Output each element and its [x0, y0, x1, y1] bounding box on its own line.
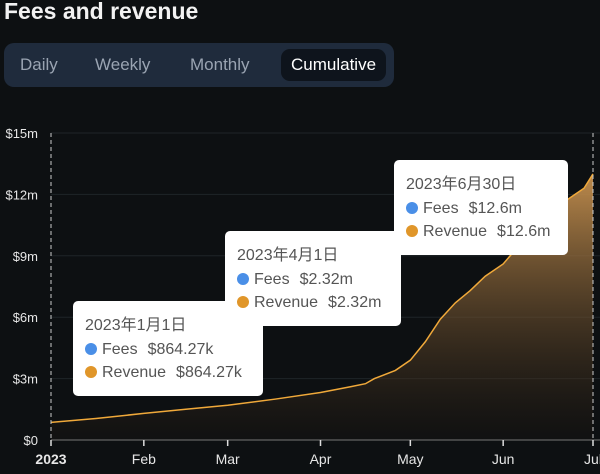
revenue-dot-icon: [237, 296, 249, 308]
tooltip-apr: 2023年4月1日 Fees $2.32m Revenue $2.32m: [225, 231, 401, 326]
x-tick-label: Mar: [216, 451, 240, 467]
x-tick-label: 2023: [35, 451, 66, 467]
x-tick-label: May: [397, 451, 423, 467]
revenue-dot-icon: [85, 366, 97, 378]
y-tick-label: $0: [24, 433, 38, 448]
revenue-label: Revenue: [102, 364, 167, 381]
fees-label: Fees: [423, 200, 459, 217]
fees-value: $2.32m: [299, 271, 353, 288]
revenue-value: $2.32m: [328, 294, 382, 311]
revenue-value: $864.27k: [176, 364, 242, 381]
revenue-area: [51, 173, 593, 440]
tab-cumulative[interactable]: Cumulative: [281, 49, 387, 81]
fees-dot-icon: [85, 343, 97, 355]
revenue-label: Revenue: [254, 294, 319, 311]
fees-value: $12.6m: [468, 200, 522, 217]
page-title: Fees and revenue: [4, 0, 199, 24]
revenue-dot-icon: [406, 225, 418, 237]
tooltip-date: 2023年1月1日: [85, 317, 187, 334]
tab-weekly[interactable]: Weekly: [95, 55, 151, 74]
y-tick-label: $9m: [13, 249, 38, 264]
x-tick-label: Jun: [492, 451, 515, 467]
y-tick-label: $15m: [5, 126, 38, 141]
x-tick-label: Feb: [132, 451, 156, 467]
fees-dot-icon: [406, 202, 418, 214]
y-tick-label: $6m: [13, 310, 38, 325]
tab-daily[interactable]: Daily: [20, 55, 58, 74]
tooltip-date: 2023年4月1日: [237, 247, 339, 264]
fees-dot-icon: [237, 273, 249, 285]
x-tick-label: Jul: [584, 451, 600, 467]
period-tabs: Daily Weekly Monthly Cumulative: [4, 43, 394, 87]
tooltip-jan: 2023年1月1日 Fees $864.27k Revenue $864.27k: [73, 301, 263, 396]
tooltip-date: 2023年6月30日: [406, 176, 517, 193]
y-tick-label: $3m: [13, 372, 38, 387]
y-tick-label: $12m: [5, 187, 38, 202]
fees-label: Fees: [254, 271, 290, 288]
tab-monthly[interactable]: Monthly: [190, 55, 250, 74]
x-tick-label: Apr: [310, 451, 332, 467]
tooltip-jun: 2023年6月30日 Fees $12.6m Revenue $12.6m: [394, 160, 568, 255]
fees-value: $864.27k: [147, 341, 214, 358]
fees-label: Fees: [102, 341, 138, 358]
revenue-label: Revenue: [423, 223, 488, 240]
revenue-value: $12.6m: [497, 223, 551, 240]
